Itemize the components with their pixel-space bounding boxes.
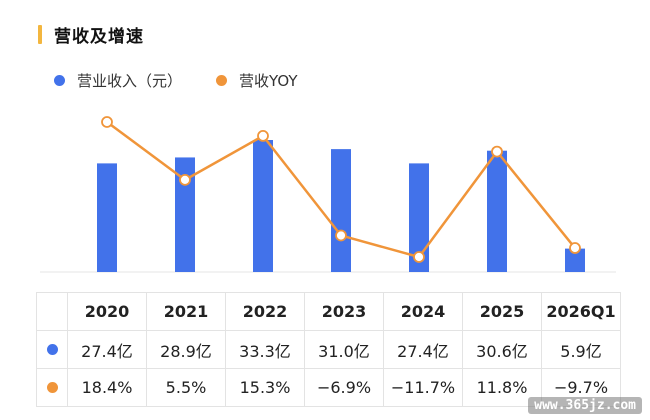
yoy-point-2025: [491, 145, 503, 158]
yoy-point-2026Q1: [569, 242, 581, 254]
chart-title: 营收及增速: [54, 26, 144, 47]
title-accent-bar: [38, 24, 42, 44]
table-cell-yoy: 5.5%: [146, 368, 226, 407]
revenue-bar-2024: [409, 163, 429, 272]
table-year-header: 2025: [462, 292, 542, 331]
table-cell-yoy: 15.3%: [225, 368, 305, 407]
table-year-header: 2022: [225, 292, 305, 331]
table-year-header: 2021: [146, 292, 226, 331]
revenue-bar-2026Q1: [565, 248, 585, 272]
table-year-header: 2023: [304, 292, 384, 331]
table-cell-revenue: 5.9亿: [541, 330, 621, 369]
table-cell-yoy: −11.7%: [383, 368, 463, 407]
watermark: www.365jz.com: [528, 397, 642, 414]
legend: 营业收入（元） 营收YOY: [54, 70, 332, 91]
revenue-bar-2025: [487, 150, 507, 272]
row-revenue-marker-cell: [36, 330, 68, 369]
table-cell-revenue: 28.9亿: [146, 330, 226, 369]
table-cell-revenue: 27.4亿: [67, 330, 147, 369]
yoy-point-2024: [413, 251, 425, 263]
table-year-header: 2026Q1: [541, 292, 621, 331]
table-row-revenue: 27.4亿 28.9亿 33.3亿 31.0亿 27.4亿 30.6亿 5.9亿: [36, 330, 621, 369]
legend-item-revenue: 营业收入（元）: [54, 70, 182, 91]
table-cell-revenue: 31.0亿: [304, 330, 384, 369]
revenue-bar-2021: [175, 157, 195, 272]
yoy-point-2020: [101, 116, 113, 128]
revenue-bar-2020: [97, 163, 117, 272]
legend-yoy-marker: [216, 75, 228, 86]
table-cell-yoy: 18.4%: [67, 368, 147, 407]
table-cell-revenue: 33.3亿: [225, 330, 305, 369]
legend-item-yoy: 营收YOY: [216, 70, 298, 91]
yoy-point-2021: [179, 173, 191, 186]
chart-plot: [40, 116, 616, 273]
legend-revenue-label: 营业收入（元）: [77, 72, 183, 90]
legend-revenue-marker: [54, 75, 65, 86]
table-year-header: 2020: [67, 292, 147, 331]
table-header-row: 2020 2021 2022 2023 2024 2025 2026Q1: [36, 292, 621, 331]
data-table: 2020 2021 2022 2023 2024 2025 2026Q1 27.…: [36, 292, 621, 407]
table-year-header: 2024: [383, 292, 463, 331]
row-yoy-marker-cell: [36, 368, 68, 407]
yoy-point-2022: [257, 130, 269, 142]
yoy-dot-icon: [46, 382, 58, 393]
table-cell-revenue: 30.6亿: [462, 330, 542, 369]
table-cell-yoy: −6.9%: [304, 368, 384, 407]
revenue-bar-2023: [331, 149, 351, 272]
table-corner-cell: [36, 292, 68, 331]
revenue-bar-2022: [253, 140, 273, 272]
table-row-yoy: 18.4% 5.5% 15.3% −6.9% −11.7% 11.8% −9.7…: [36, 368, 621, 407]
table-cell-revenue: 27.4亿: [383, 330, 463, 369]
yoy-point-2023: [335, 229, 347, 242]
legend-yoy-label: 营收YOY: [239, 72, 298, 90]
revenue-dot-icon: [46, 344, 58, 355]
title-bar: 营收及增速: [38, 24, 144, 47]
